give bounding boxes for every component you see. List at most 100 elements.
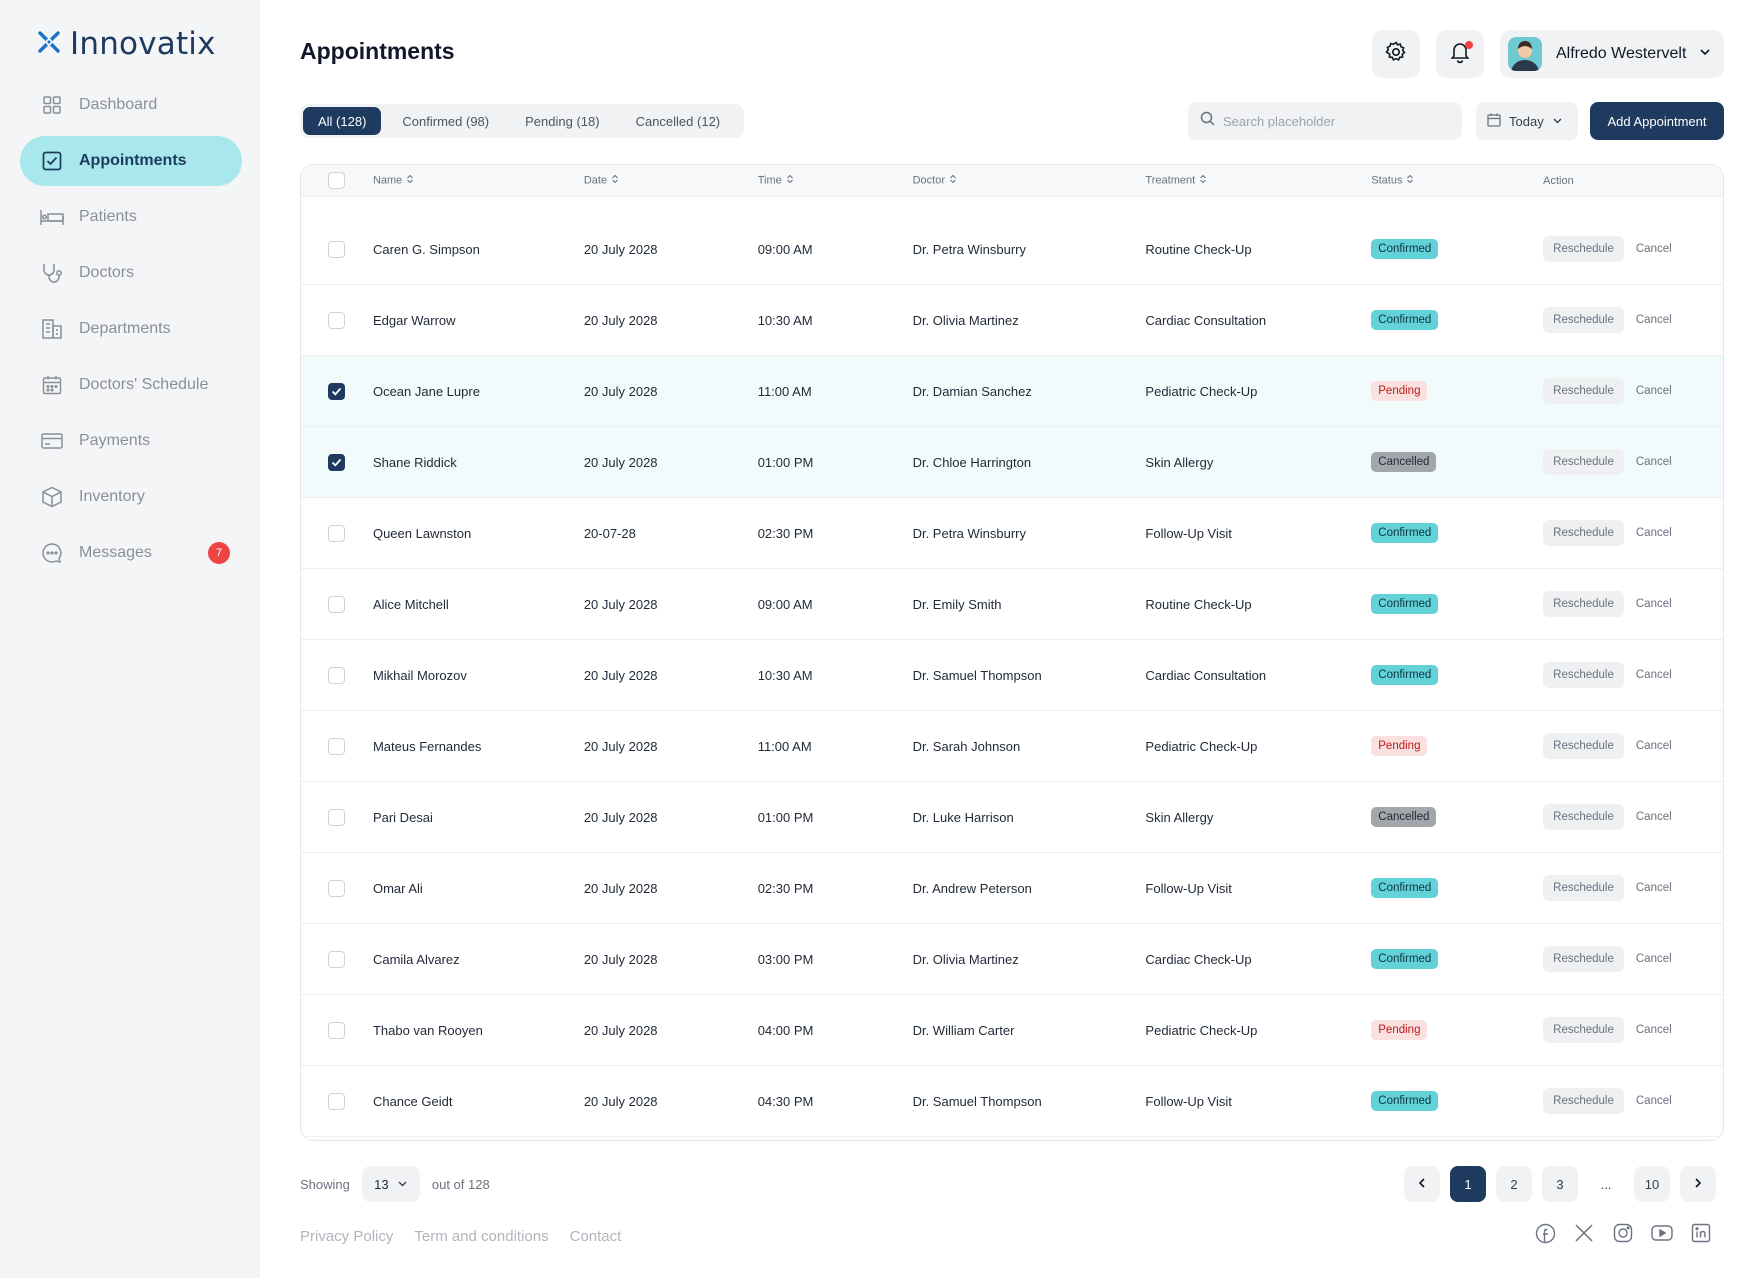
cancel-button[interactable]: Cancel bbox=[1635, 598, 1672, 610]
table-row[interactable]: Alice Mitchell 20 July 2028 09:00 AM Dr. Em… bbox=[301, 569, 1723, 640]
row-checkbox[interactable] bbox=[328, 453, 346, 471]
reschedule-button[interactable]: Reschedule bbox=[1543, 378, 1624, 404]
privacy-policy-link[interactable]: Privacy Policy bbox=[300, 1228, 394, 1245]
cell-name: Pari Desai bbox=[372, 809, 433, 825]
table-row[interactable]: Thabo van Rooyen 20 July 2028 04:00 PM Dr. … bbox=[301, 995, 1723, 1066]
table-row[interactable]: Edgar Warrow 20 July 2028 10:30 AM Dr. Oliv… bbox=[301, 285, 1723, 356]
row-checkbox[interactable] bbox=[328, 1092, 346, 1110]
cancel-button[interactable]: Cancel bbox=[1635, 314, 1672, 326]
next-page-button[interactable] bbox=[1680, 1166, 1716, 1202]
reschedule-button[interactable]: Reschedule bbox=[1543, 520, 1624, 546]
table-row[interactable]: Mateus Fernandes 20 July 2028 11:00 AM Dr. … bbox=[301, 711, 1723, 782]
notifications-button[interactable] bbox=[1436, 30, 1484, 78]
row-checkbox[interactable] bbox=[328, 808, 346, 826]
column-header-time[interactable]: Time bbox=[758, 174, 913, 187]
sidebar-item-doctors-schedule[interactable]: Doctors' Schedule bbox=[20, 360, 242, 410]
cancel-button[interactable]: Cancel bbox=[1635, 1095, 1672, 1107]
cell-treatment: Pediatric Check-Up bbox=[1145, 1022, 1258, 1038]
cancel-button[interactable]: Cancel bbox=[1635, 740, 1672, 752]
add-appointment-button[interactable]: Add Appointment bbox=[1590, 102, 1724, 140]
cancel-button[interactable]: Cancel bbox=[1635, 882, 1672, 894]
table-row[interactable]: Camila Alvarez 20 July 2028 03:00 PM Dr. Ol… bbox=[301, 924, 1723, 995]
showing-label: Showing bbox=[300, 1176, 350, 1192]
table-row[interactable]: Chance Geidt 20 July 2028 04:30 PM Dr. Samu… bbox=[301, 1066, 1723, 1137]
x-icon[interactable] bbox=[1573, 1222, 1595, 1244]
row-checkbox[interactable] bbox=[328, 737, 346, 755]
row-checkbox[interactable] bbox=[328, 524, 346, 542]
cancel-button[interactable]: Cancel bbox=[1635, 811, 1672, 823]
reschedule-button[interactable]: Reschedule bbox=[1543, 307, 1624, 333]
column-header-status[interactable]: Status bbox=[1371, 174, 1543, 187]
reschedule-button[interactable]: Reschedule bbox=[1543, 946, 1624, 972]
bed-icon bbox=[40, 205, 64, 229]
linkedin-icon[interactable] bbox=[1690, 1222, 1712, 1244]
cell-date: 20-07-28 bbox=[583, 525, 636, 541]
reschedule-button[interactable]: Reschedule bbox=[1543, 875, 1624, 901]
sidebar-item-appointments[interactable]: Appointments bbox=[20, 136, 242, 186]
cancel-button[interactable]: Cancel bbox=[1635, 1024, 1672, 1036]
cancel-button[interactable]: Cancel bbox=[1635, 953, 1672, 965]
user-menu[interactable]: Alfredo Westervelt bbox=[1500, 30, 1724, 78]
row-checkbox[interactable] bbox=[328, 1021, 346, 1039]
tab-cancelled[interactable]: Cancelled (12) bbox=[635, 113, 721, 129]
facebook-icon[interactable] bbox=[1534, 1222, 1556, 1244]
cancel-button[interactable]: Cancel bbox=[1635, 456, 1672, 468]
table-row[interactable]: Mikhail Morozov 20 July 2028 10:30 AM Dr. S… bbox=[301, 640, 1723, 711]
table-row[interactable]: Ocean Jane Lupre 20 July 2028 11:00 AM Dr. … bbox=[301, 356, 1723, 427]
youtube-icon[interactable] bbox=[1651, 1222, 1673, 1244]
sidebar-item-label: Doctors' Schedule bbox=[79, 376, 209, 393]
table-row[interactable]: Shane Riddick 20 July 2028 01:00 PM Dr. Chl… bbox=[301, 427, 1723, 498]
row-checkbox[interactable] bbox=[328, 240, 346, 258]
logo[interactable]: Innovatix bbox=[36, 26, 216, 62]
row-checkbox[interactable] bbox=[328, 595, 346, 613]
instagram-icon[interactable] bbox=[1612, 1222, 1634, 1244]
page-button-3[interactable]: 3 bbox=[1542, 1166, 1578, 1202]
sidebar-item-departments[interactable]: Departments bbox=[20, 304, 242, 354]
date-filter-dropdown[interactable]: Today bbox=[1476, 102, 1578, 140]
table-row[interactable]: Pari Desai 20 July 2028 01:00 PM Dr. Luke H… bbox=[301, 782, 1723, 853]
reschedule-button[interactable]: Reschedule bbox=[1543, 733, 1624, 759]
tab-pending[interactable]: Pending (18) bbox=[525, 113, 600, 129]
page-button-1[interactable]: 1 bbox=[1450, 1166, 1486, 1202]
search-input[interactable] bbox=[1223, 113, 1443, 129]
cancel-button[interactable]: Cancel bbox=[1635, 527, 1672, 539]
sidebar-item-patients[interactable]: Patients bbox=[20, 192, 242, 242]
contact-link[interactable]: Contact bbox=[569, 1228, 622, 1245]
page-button-10[interactable]: 10 bbox=[1634, 1166, 1670, 1202]
cancel-button[interactable]: Cancel bbox=[1635, 669, 1672, 681]
reschedule-button[interactable]: Reschedule bbox=[1543, 662, 1624, 688]
sidebar-item-payments[interactable]: Payments bbox=[20, 416, 242, 466]
table-row[interactable]: Omar Ali 20 July 2028 02:30 PM Dr. Andrew P… bbox=[301, 853, 1723, 924]
reschedule-button[interactable]: Reschedule bbox=[1543, 1017, 1624, 1043]
terms-link[interactable]: Term and conditions bbox=[414, 1228, 549, 1245]
row-checkbox[interactable] bbox=[328, 382, 346, 400]
sidebar-item-doctors[interactable]: Doctors bbox=[20, 248, 242, 298]
reschedule-button[interactable]: Reschedule bbox=[1543, 236, 1624, 262]
prev-page-button[interactable] bbox=[1404, 1166, 1440, 1202]
reschedule-button[interactable]: Reschedule bbox=[1543, 449, 1624, 475]
reschedule-button[interactable]: Reschedule bbox=[1543, 591, 1624, 617]
row-checkbox[interactable] bbox=[328, 879, 346, 897]
row-checkbox[interactable] bbox=[328, 311, 346, 329]
column-header-doctor[interactable]: Doctor bbox=[913, 174, 1146, 187]
sidebar-item-inventory[interactable]: Inventory bbox=[20, 472, 242, 522]
table-row[interactable]: Queen Lawnston 20-07-28 02:30 PM Dr. Petra … bbox=[301, 498, 1723, 569]
row-checkbox[interactable] bbox=[328, 666, 346, 684]
page-size-select[interactable]: 13 bbox=[361, 1166, 420, 1202]
column-header-treatment[interactable]: Treatment bbox=[1145, 174, 1371, 187]
column-header-date[interactable]: Date bbox=[584, 174, 758, 187]
row-checkbox[interactable] bbox=[328, 950, 346, 968]
select-all-checkbox[interactable] bbox=[328, 172, 346, 189]
reschedule-button[interactable]: Reschedule bbox=[1543, 804, 1624, 830]
reschedule-button[interactable]: Reschedule bbox=[1543, 1088, 1624, 1114]
sidebar-item-messages[interactable]: Messages 7 bbox=[20, 528, 242, 578]
cancel-button[interactable]: Cancel bbox=[1635, 385, 1672, 397]
table-row[interactable]: Caren G. Simpson 20 July 2028 09:00 AM Dr. … bbox=[301, 214, 1723, 285]
column-header-name[interactable]: Name bbox=[373, 174, 584, 187]
sidebar-item-dashboard[interactable]: Dashboard bbox=[20, 80, 242, 130]
cancel-button[interactable]: Cancel bbox=[1635, 243, 1672, 255]
tab-all[interactable]: All (128) bbox=[303, 107, 382, 135]
settings-button[interactable] bbox=[1372, 30, 1420, 78]
tab-confirmed[interactable]: Confirmed (98) bbox=[402, 113, 490, 129]
page-button-2[interactable]: 2 bbox=[1496, 1166, 1532, 1202]
